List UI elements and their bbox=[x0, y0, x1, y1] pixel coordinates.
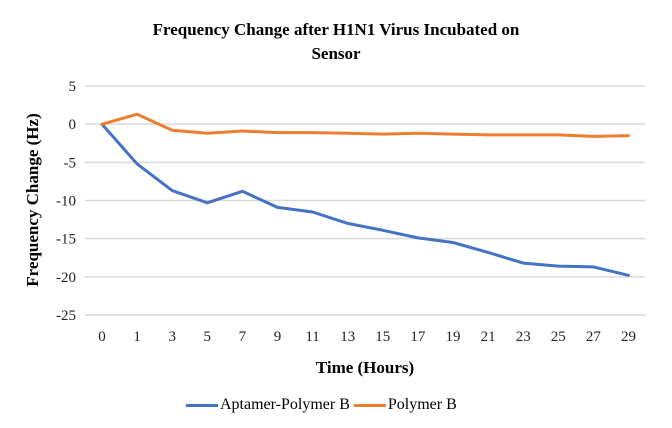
chart-title: Frequency Change after H1N1 Virus Incuba… bbox=[0, 18, 672, 66]
x-tick-label: 1 bbox=[133, 329, 141, 345]
y-tick-label: -20 bbox=[56, 270, 76, 286]
y-tick-label: 5 bbox=[69, 79, 77, 95]
x-tick-label: 7 bbox=[239, 329, 247, 345]
chart-title-line-1: Frequency Change after H1N1 Virus Incuba… bbox=[152, 20, 520, 39]
y-tick-label: 0 bbox=[69, 117, 77, 133]
x-tick-label: 19 bbox=[446, 329, 461, 345]
x-tick-label: 0 bbox=[98, 329, 106, 345]
x-axis-label: Time (Hours) bbox=[315, 358, 415, 377]
x-tick-label: 13 bbox=[340, 329, 355, 345]
x-tick-label: 3 bbox=[168, 329, 176, 345]
x-tick-label: 29 bbox=[621, 329, 636, 345]
x-tick-label: 23 bbox=[516, 329, 531, 345]
legend-swatch-blue bbox=[186, 403, 218, 407]
x-tick-label: 27 bbox=[586, 329, 602, 345]
y-tick-label: -10 bbox=[56, 194, 76, 210]
data-series bbox=[100, 112, 630, 277]
x-tick-label: 9 bbox=[274, 329, 282, 345]
y-tick-label: -5 bbox=[64, 155, 77, 171]
legend-item-aptamer-polymer-b: Aptamer-Polymer B bbox=[186, 396, 350, 414]
series-line-polymer-b bbox=[100, 112, 630, 138]
y-tick-label: -25 bbox=[56, 308, 76, 324]
y-tick-label: -15 bbox=[56, 232, 76, 248]
x-tick-label: 5 bbox=[204, 329, 212, 345]
y-axis-label: Frequency Change (Hz) bbox=[23, 113, 42, 286]
legend: Aptamer-Polymer B Polymer B bbox=[186, 396, 461, 414]
x-tick-label: 11 bbox=[305, 329, 319, 345]
x-tick-label: 15 bbox=[375, 329, 390, 345]
legend-label: Polymer B bbox=[387, 396, 457, 413]
series-line-aptamer-polymer-b bbox=[100, 122, 630, 277]
legend-label: Aptamer-Polymer B bbox=[220, 396, 350, 413]
x-axis-ticks: 0 1 3 5 7 9 11 13 15 17 19 21 23 25 27 29 bbox=[98, 329, 636, 345]
x-tick-label: 25 bbox=[551, 329, 566, 345]
gridlines bbox=[85, 85, 645, 316]
chart-title-line-2: Sensor bbox=[311, 44, 361, 63]
x-tick-label: 21 bbox=[481, 329, 496, 345]
legend-swatch-orange bbox=[353, 403, 386, 407]
y-axis-ticks: 5 0 -5 -10 -15 -20 -25 bbox=[56, 79, 76, 324]
x-tick-label: 17 bbox=[410, 329, 426, 345]
legend-item-polymer-b: Polymer B bbox=[353, 396, 457, 414]
